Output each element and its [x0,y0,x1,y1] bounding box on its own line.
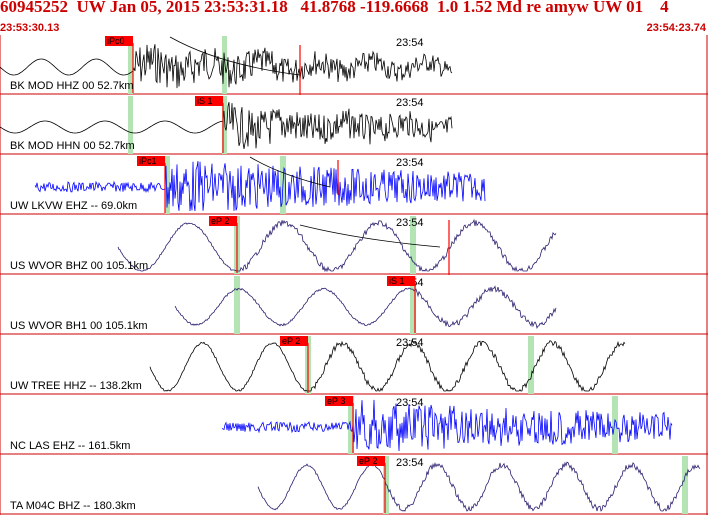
pick-label-bg[interactable] [357,456,385,466]
pick-window [222,36,227,94]
time-mark: 23:54 [396,97,424,109]
time-mark: 23:54 [396,157,424,169]
pick-label[interactable]: iS 1 [389,276,405,286]
travel-time-curve [169,36,301,76]
channel-label: US WVOR BHZ 00 105.1km [10,260,148,272]
pick-label[interactable]: eP 3 [327,396,345,406]
waveform-trace [34,161,486,212]
pick-window [612,396,618,454]
channel-label: BK MOD HHN 00 52.7km [10,140,135,152]
pick-window [682,456,688,514]
end-time: 23:54:23.74 [646,22,706,34]
pick-window [348,396,354,454]
pick-label-bg[interactable] [387,276,415,286]
channel-label: UW TREE HHZ -- 138.2km [10,380,142,392]
waveform-trace [149,339,626,392]
seismogram-header: 60945252 UW Jan 05, 2015 23:53:31.18 41.… [0,0,708,35]
pick-window [234,276,240,334]
pick-window [528,336,534,394]
time-mark: 23:54 [396,337,424,349]
waveform-trace [221,399,673,452]
time-mark: 23:54 [396,397,424,409]
channel-label: US WVOR BH1 00 105.1km [10,320,148,332]
channel-label: BK MOD HHZ 00 52.7km [10,80,133,92]
pick-label-bg[interactable] [280,336,308,346]
pick-label-bg[interactable] [137,156,165,166]
event-title: 60945252 UW Jan 05, 2015 23:53:31.18 41.… [0,0,669,16]
pick-label[interactable]: eP 2 [359,456,377,466]
pick-label[interactable]: eP 2 [282,336,300,346]
pick-window [410,276,416,334]
waveform-trace [257,461,701,512]
pick-label[interactable]: iPc1 [139,156,157,166]
pick-label[interactable]: iS 1 [197,96,213,106]
pick-label[interactable]: eP 2 [211,216,229,226]
time-mark: 23:54 [396,217,424,229]
time-mark: 23:54 [396,457,424,469]
channel-label: TA M04C BHZ -- 180.3km [10,500,136,512]
waveform-trace [0,44,453,89]
pick-label-bg[interactable] [325,396,353,406]
pick-label-bg[interactable] [209,216,237,226]
start-time: 23:53:30.13 [0,22,60,34]
pick-label-bg[interactable] [105,36,133,46]
waveform-trace [0,102,453,149]
channel-label: NC LAS EHZ -- 161.5km [10,440,130,452]
waveform-trace [174,285,557,329]
pick-window [128,36,133,94]
channel-label: UW LKVW EHZ -- 69.0km [10,200,137,212]
waveform-trace [117,218,557,273]
travel-time-curve [249,156,331,188]
time-mark: 23:54 [396,37,424,49]
travel-time-curve [299,224,441,248]
pick-window [128,96,133,154]
pick-label-bg[interactable] [195,96,223,106]
pick-window [410,216,416,274]
pick-window [165,156,170,214]
trace-panels[interactable]: 23:54 iPc0 BK MOD HHZ 00 52.7km 23:54 iS 1 BK… [0,35,708,518]
pick-label[interactable]: iPc0 [107,36,125,46]
